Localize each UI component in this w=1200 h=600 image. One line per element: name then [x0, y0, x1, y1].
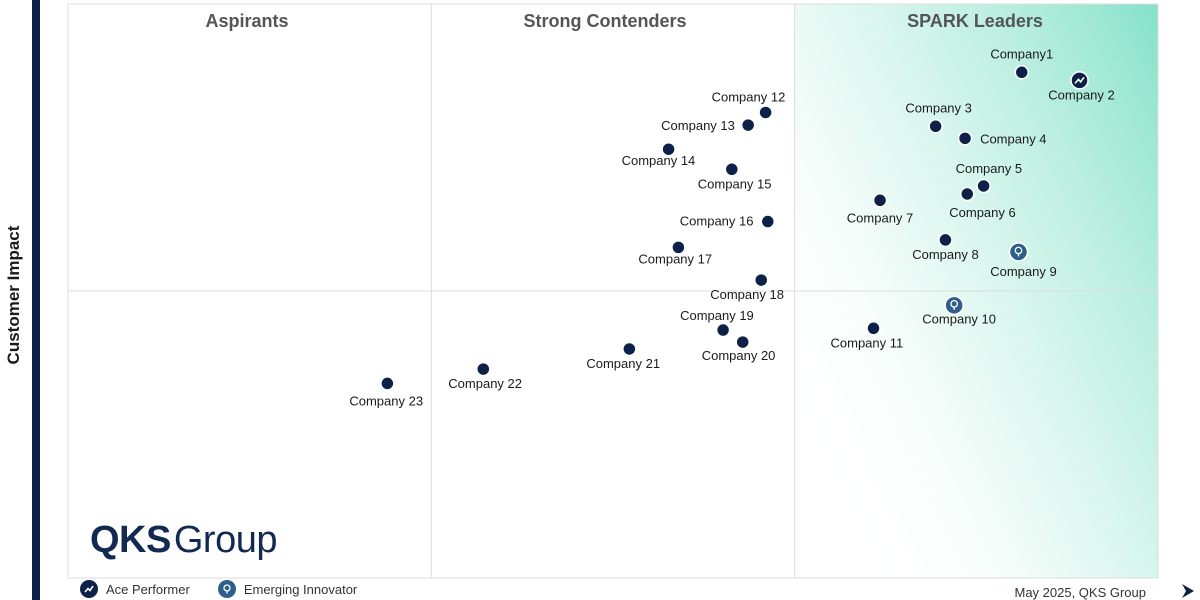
company-point: Company 3 [905, 100, 972, 134]
company-label: Company 20 [702, 348, 776, 363]
company-points: Company1 Company 2 Company 3 Company 4 Compa… [349, 46, 1114, 408]
company-label: Company 7 [847, 210, 913, 225]
company-label: Company 4 [980, 131, 1046, 146]
company-dot [753, 272, 769, 288]
company-point: Company 7 [847, 193, 913, 225]
company-point: Company 22 [448, 361, 522, 391]
company-point: Company 5 [956, 161, 1022, 194]
company-point: Company 13 [661, 117, 756, 133]
company-point: Company 17 [638, 240, 712, 266]
quadrant-grid [67, 3, 1159, 579]
company-dot [380, 376, 395, 391]
company-dot [671, 240, 686, 255]
company-label: Company1 [990, 46, 1053, 61]
company-label: Company 9 [990, 264, 1056, 279]
company-label: Company 13 [661, 118, 735, 133]
quadrant-title-aspirants: Aspirants [205, 11, 288, 31]
company-point: Company 6 [949, 186, 1016, 220]
company-label: Company 12 [712, 89, 786, 104]
logo-light-text: Group [173, 519, 278, 561]
company-point: Company 19 [680, 308, 754, 338]
company-dot [760, 214, 776, 229]
company-point: Company 23 [349, 376, 423, 408]
company-label: Company 17 [638, 251, 712, 266]
company-label: Company 2 [1048, 87, 1114, 102]
legend-label-emerging: Emerging Innovator [243, 581, 358, 597]
company-point: Company 16 [680, 214, 776, 229]
company-dot [957, 131, 973, 146]
company-point: Company 14 [622, 141, 696, 168]
quadrant-title-strong-contenders: Strong Contenders [523, 11, 686, 31]
company-dot [735, 334, 750, 350]
company-dot [661, 141, 676, 157]
company-point: Company 9 [990, 242, 1057, 279]
company-label: Company 11 [831, 335, 904, 350]
company-label: Company 5 [956, 161, 1022, 176]
company-point: Company 8 [912, 232, 979, 262]
company-label: Company 15 [698, 176, 772, 191]
legend-item-ace: Ace Performer [80, 580, 190, 598]
company-point: Company 12 [712, 89, 786, 120]
company-point: Company 10 [922, 295, 996, 326]
emerging-innovator-marker [944, 295, 964, 316]
x-axis-arrow-icon [1182, 584, 1194, 598]
company-label: Company 3 [905, 100, 971, 115]
company-dot [1014, 65, 1029, 80]
trend-icon [1074, 76, 1085, 84]
company-label: Company 14 [622, 153, 696, 168]
company-dot [715, 322, 731, 338]
company-dot [476, 361, 491, 377]
company-dot [866, 321, 881, 336]
left-accent-bar [32, 0, 40, 600]
company-label: Company 10 [922, 311, 996, 326]
company-point: Company 20 [702, 334, 776, 363]
legend-item-emerging: Emerging Innovator [217, 580, 358, 598]
company-dot [938, 232, 953, 248]
company-point: Company 2 [1048, 71, 1115, 102]
company-label: Company 23 [349, 393, 423, 408]
company-point: Company 18 [710, 272, 784, 302]
company-label: Company 21 [586, 356, 660, 371]
ace-performer-icon [80, 580, 98, 598]
emerging-innovator-icon [217, 580, 236, 598]
company-dot [928, 119, 943, 134]
company-dot [976, 178, 991, 194]
company-label: Company 8 [912, 247, 978, 262]
quadrant-title-spark-leaders: SPARK Leaders [907, 11, 1043, 31]
company-point: Company 15 [698, 162, 772, 191]
footer-credit: May 2025, QKS Group [1014, 585, 1146, 600]
company-dot [740, 117, 756, 133]
company-point: Company 21 [586, 341, 660, 371]
emerging-innovator-marker [1008, 242, 1029, 262]
legend-label-ace: Ace Performer [106, 581, 190, 597]
quadrant-titles: Aspirants Strong Contenders SPARK Leader… [205, 11, 1042, 31]
company-dot [622, 341, 637, 357]
company-label: Company 6 [949, 205, 1015, 220]
company-label: Company 19 [680, 308, 754, 323]
company-label: Company 16 [680, 214, 754, 229]
company-label: Company 22 [448, 376, 522, 391]
company-label: Company 18 [710, 287, 784, 302]
company-dot [872, 193, 888, 208]
company-dot [724, 162, 740, 177]
company-point: Company 11 [831, 321, 904, 350]
company-dot [758, 105, 773, 120]
company-point: Company1 [990, 46, 1053, 80]
qks-group-logo: QKSGroup [90, 519, 277, 562]
logo-strong-text: QKS [90, 519, 171, 561]
company-point: Company 4 [957, 131, 1047, 146]
company-dot [960, 186, 975, 202]
legend: Ace Performer Emerging Innovator [80, 580, 385, 598]
